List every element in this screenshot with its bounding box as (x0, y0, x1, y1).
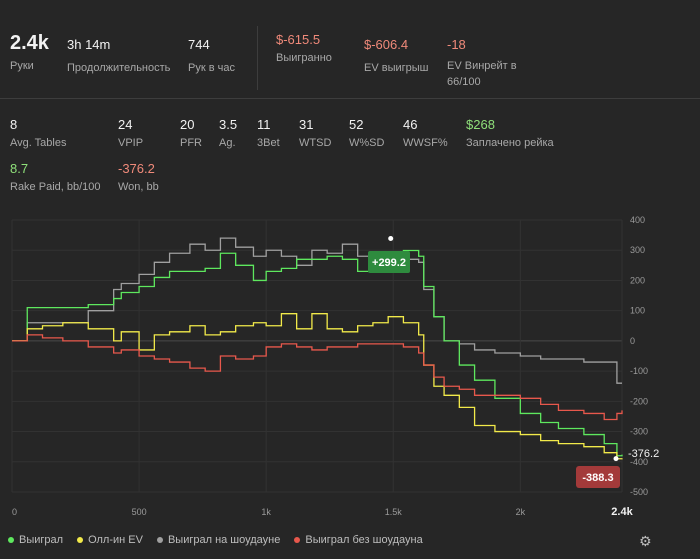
stat-value: -376.2 (118, 161, 155, 176)
series-line-showdown (12, 237, 622, 384)
stat-label: Rake Paid, bb/100 (10, 181, 101, 193)
stat-wwsf: 46 WWSF% (403, 117, 448, 151)
y-tick-label: 400 (630, 215, 645, 225)
legend-swatch-allin-ev (77, 537, 84, 543)
stat-ev-won-label: EV выигрыш (364, 62, 429, 74)
legend-label: Выиграл без шоудауна (305, 534, 423, 546)
stat-value: 52 (349, 117, 364, 132)
end-marker (613, 456, 619, 462)
y-tick-label: 300 (630, 245, 645, 255)
peak-marker (388, 235, 394, 241)
stat-won-bb: -376.2 Won, bb (118, 161, 159, 195)
legend-item-non-showdown[interactable]: Выиграл без шоудауна (294, 534, 423, 546)
stat-label: WWSF% (403, 137, 448, 149)
stat-value: 31 (299, 117, 314, 132)
y-tick-label: 0 (630, 336, 635, 346)
legend-label: Выиграл (19, 534, 64, 546)
stat-wsd: 52 W%SD (349, 117, 384, 151)
stat-value: 8.7 (10, 161, 29, 176)
stat-duration-label: Продолжительность (67, 62, 171, 74)
series-line-non-showdown (12, 334, 623, 421)
stat-value: 24 (118, 117, 133, 132)
stat-label: Заплачено рейка (466, 137, 554, 149)
ev-end-badge-label: -388.3 (582, 472, 613, 484)
stat-pfr: 20 PFR (180, 117, 202, 151)
header-divider (0, 98, 700, 99)
stat-hands: 2.4k Руки (10, 32, 49, 74)
series-line-won (12, 249, 623, 457)
stat-label: PFR (180, 137, 202, 149)
legend-swatch-non-showdown (294, 537, 301, 543)
stat-label: WTSD (299, 137, 332, 149)
x-tick-label: 1.5k (385, 507, 403, 517)
stat-hands-value: 2.4k (10, 32, 49, 54)
x-tick-label: 1k (261, 507, 271, 517)
x-tick-label: 500 (132, 507, 147, 517)
chart-legend: Выиграл Олл-ин EV Выиграл на шоудауне Вы… (8, 534, 423, 546)
series-line-allin-ev (12, 313, 623, 460)
stat-label: 3Bet (257, 137, 280, 149)
y-tick-label: -400 (630, 457, 648, 467)
stat-label: Won, bb (118, 181, 159, 193)
stat-duration-value: 3h 14m (67, 37, 111, 52)
stat-value: $268 (466, 117, 495, 132)
y-tick-label: -500 (630, 487, 648, 497)
peak-badge-label: +299.2 (372, 257, 406, 269)
stat-3bet: 11 3Bet (257, 117, 280, 151)
stat-hands-per-hour: 744 Рук в час (188, 37, 235, 76)
stat-value: 20 (180, 117, 195, 132)
stat-ev-winrate-label: EV Винрейт в 66/100 (447, 60, 517, 88)
stat-ev-won-value: $-606.4 (364, 37, 409, 52)
legend-item-allin-ev[interactable]: Олл-ин EV (77, 534, 143, 546)
legend-swatch-showdown (156, 537, 163, 543)
stat-avg-tables: 8 Avg. Tables (10, 117, 66, 151)
stat-value: 8 (10, 117, 18, 132)
stat-ev-winrate: -18 EV Винрейт в 66/100 (447, 37, 537, 90)
legend-item-showdown[interactable]: Выиграл на шоудауне (156, 534, 281, 546)
legend-label: Олл-ин EV (88, 534, 143, 546)
stat-ev-winrate-value: -18 (447, 37, 466, 52)
stat-value: 46 (403, 117, 418, 132)
stat-wtsd: 31 WTSD (299, 117, 331, 151)
settings-gear-icon[interactable]: ⚙ (639, 533, 652, 549)
y-tick-label: -300 (630, 427, 648, 437)
stat-won: $-615.5 Выигранно (276, 32, 332, 66)
results-chart[interactable]: 400 300 200 100 0 -100 -200 -300 -400 -500 0 500 1k 1… (0, 210, 700, 525)
stat-duration: 3h 14m Продолжительность (67, 37, 170, 76)
peak-badge (368, 251, 410, 273)
stat-won-value: $-615.5 (276, 32, 321, 47)
stat-vpip: 24 VPIP (118, 117, 143, 151)
stat-hands-per-hour-value: 744 (188, 37, 210, 52)
stat-rake-bb100: 8.7 Rake Paid, bb/100 (10, 161, 101, 195)
x-tick-label: 2.4k (611, 506, 633, 518)
stat-label: VPIP (118, 137, 144, 149)
stat-label: W%SD (349, 137, 385, 149)
stat-hands-per-hour-label: Рук в час (188, 62, 235, 74)
legend-swatch-won (8, 537, 14, 543)
stat-label: Ag. (219, 137, 236, 149)
y-tick-label: -200 (630, 396, 648, 406)
stat-label: Avg. Tables (10, 137, 67, 149)
summary-divider (257, 26, 258, 90)
legend-label: Выиграл на шоудауне (167, 534, 281, 546)
stat-value: 11 (257, 117, 271, 132)
ev-end-badge (576, 466, 620, 488)
y-tick-label: 100 (630, 306, 645, 316)
stat-rake-paid: $268 Заплачено рейка (466, 117, 554, 151)
legend-item-won[interactable]: Выиграл (8, 534, 63, 546)
x-tick-label: 2k (516, 507, 526, 517)
y-tick-label: -100 (630, 366, 648, 376)
y-tick-label: 200 (630, 275, 645, 285)
x-tick-label: 0 (12, 507, 17, 517)
stat-hands-label: Руки (10, 60, 34, 72)
stat-aggression: 3.5 Ag. (219, 117, 237, 151)
stat-won-label: Выигранно (276, 52, 332, 64)
stat-value: 3.5 (219, 117, 238, 132)
stat-ev-won: $-606.4 EV выигрыш (364, 37, 429, 76)
won-end-label: -376.2 (628, 448, 659, 460)
